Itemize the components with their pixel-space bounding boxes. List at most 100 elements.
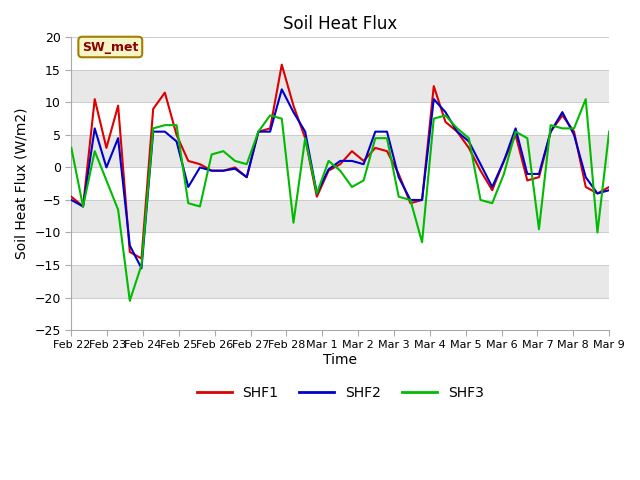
SHF3 — [547, 122, 554, 128]
SHF1 — [406, 200, 414, 206]
SHF1 — [324, 168, 332, 174]
SHF1 — [278, 62, 285, 68]
SHF1 — [582, 184, 589, 190]
Bar — [71, 102, 609, 135]
SHF2 — [593, 191, 601, 196]
SHF2 — [91, 126, 99, 132]
SHF1 — [184, 158, 192, 164]
SHF3 — [582, 96, 589, 102]
SHF2 — [126, 242, 134, 248]
Bar — [71, 200, 609, 232]
SHF3 — [559, 126, 566, 132]
SHF3 — [500, 171, 508, 177]
SHF3 — [535, 227, 543, 232]
Bar — [71, 298, 609, 330]
SHF3 — [149, 126, 157, 132]
SHF2 — [442, 109, 449, 115]
SHF3 — [91, 148, 99, 154]
SHF1 — [442, 119, 449, 125]
SHF2 — [79, 204, 87, 209]
SHF1 — [149, 106, 157, 112]
SHF2 — [395, 174, 403, 180]
SHF2 — [290, 109, 298, 115]
SHF1 — [173, 132, 180, 138]
SHF2 — [418, 197, 426, 203]
SHF3 — [442, 112, 449, 118]
SHF2 — [535, 171, 543, 177]
SHF3 — [266, 112, 274, 118]
SHF1 — [102, 145, 110, 151]
SHF3 — [488, 200, 496, 206]
SHF2 — [371, 129, 379, 134]
SHF1 — [570, 129, 578, 134]
SHF1 — [500, 158, 508, 164]
SHF2 — [500, 158, 508, 164]
SHF2 — [278, 86, 285, 92]
SHF1 — [395, 171, 403, 177]
Y-axis label: Soil Heat Flux (W/m2): Soil Heat Flux (W/m2) — [15, 108, 29, 260]
SHF1 — [220, 168, 227, 174]
SHF3 — [512, 129, 520, 134]
SHF1 — [360, 158, 367, 164]
SHF1 — [383, 148, 391, 154]
SHF3 — [337, 168, 344, 174]
SHF2 — [324, 167, 332, 172]
SHF2 — [184, 184, 192, 190]
SHF1 — [138, 256, 145, 262]
SHF3 — [231, 158, 239, 164]
SHF2 — [196, 165, 204, 170]
SHF3 — [208, 152, 216, 157]
SHF2 — [406, 197, 414, 203]
SHF3 — [115, 207, 122, 213]
SHF1 — [243, 174, 250, 180]
SHF3 — [161, 122, 169, 128]
Bar — [71, 70, 609, 102]
SHF3 — [593, 229, 601, 235]
SHF3 — [243, 161, 250, 167]
Title: Soil Heat Flux: Soil Heat Flux — [283, 15, 397, 33]
SHF3 — [465, 135, 473, 141]
SHF3 — [173, 122, 180, 128]
SHF1 — [337, 161, 344, 167]
SHF2 — [255, 129, 262, 134]
Line: SHF3: SHF3 — [71, 99, 609, 301]
SHF2 — [512, 126, 520, 132]
SHF2 — [243, 174, 250, 180]
Legend: SHF1, SHF2, SHF3: SHF1, SHF2, SHF3 — [191, 380, 489, 405]
SHF3 — [196, 204, 204, 209]
SHF1 — [313, 194, 321, 200]
SHF3 — [524, 135, 531, 141]
SHF2 — [582, 174, 589, 180]
SHF2 — [138, 265, 145, 271]
SHF2 — [337, 158, 344, 164]
SHF1 — [371, 145, 379, 151]
SHF2 — [208, 168, 216, 174]
SHF1 — [231, 165, 239, 170]
SHF3 — [255, 129, 262, 134]
SHF1 — [488, 187, 496, 193]
SHF3 — [138, 262, 145, 268]
Bar — [71, 37, 609, 70]
SHF3 — [605, 129, 613, 134]
SHF1 — [196, 161, 204, 167]
SHF2 — [220, 168, 227, 174]
SHF3 — [348, 184, 356, 190]
SHF3 — [324, 158, 332, 164]
SHF2 — [559, 109, 566, 115]
SHF1 — [465, 145, 473, 151]
SHF1 — [512, 132, 520, 138]
SHF3 — [301, 135, 309, 141]
SHF3 — [383, 135, 391, 141]
SHF3 — [453, 126, 461, 132]
SHF2 — [231, 166, 239, 172]
SHF3 — [313, 191, 321, 196]
SHF3 — [360, 178, 367, 183]
SHF1 — [91, 96, 99, 102]
SHF1 — [535, 174, 543, 180]
SHF3 — [406, 197, 414, 203]
SHF2 — [465, 139, 473, 144]
SHF3 — [126, 298, 134, 304]
SHF3 — [102, 178, 110, 183]
SHF1 — [524, 178, 531, 183]
SHF2 — [360, 161, 367, 167]
